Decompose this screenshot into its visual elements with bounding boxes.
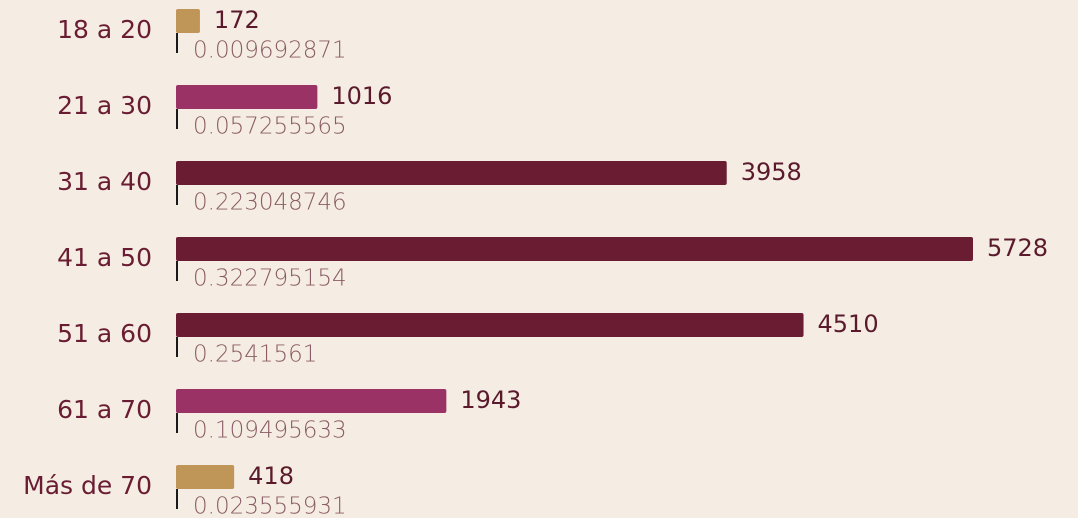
share-label: 0.322795154 <box>193 266 347 292</box>
share-label: 0.023555931 <box>193 494 347 518</box>
value-label: 3958 <box>741 158 802 186</box>
bar <box>176 9 200 33</box>
value-label: 418 <box>248 462 294 490</box>
value-label: 1016 <box>331 82 392 110</box>
category-label: 61 a 70 <box>57 395 152 424</box>
value-label: 4510 <box>818 310 879 338</box>
bar <box>176 313 804 337</box>
category-label: Más de 70 <box>23 471 152 500</box>
value-label: 5728 <box>987 234 1048 262</box>
share-label: 0.2541561 <box>193 342 317 368</box>
category-label: 21 a 30 <box>57 91 152 120</box>
bar <box>176 465 235 489</box>
share-label: 0.109495633 <box>193 418 347 444</box>
category-label: 41 a 50 <box>57 243 152 272</box>
share-label: 0.223048746 <box>193 190 347 216</box>
category-label: 31 a 40 <box>57 167 152 196</box>
value-label: 172 <box>214 6 260 34</box>
category-label: 18 a 20 <box>57 15 152 44</box>
bar <box>176 389 447 413</box>
bar <box>176 85 318 109</box>
share-label: 0.009692871 <box>193 38 347 64</box>
value-label: 1943 <box>460 386 521 414</box>
share-label: 0.057255565 <box>193 114 347 140</box>
category-label: 51 a 60 <box>57 319 152 348</box>
bar <box>176 237 973 261</box>
bar <box>176 161 727 185</box>
